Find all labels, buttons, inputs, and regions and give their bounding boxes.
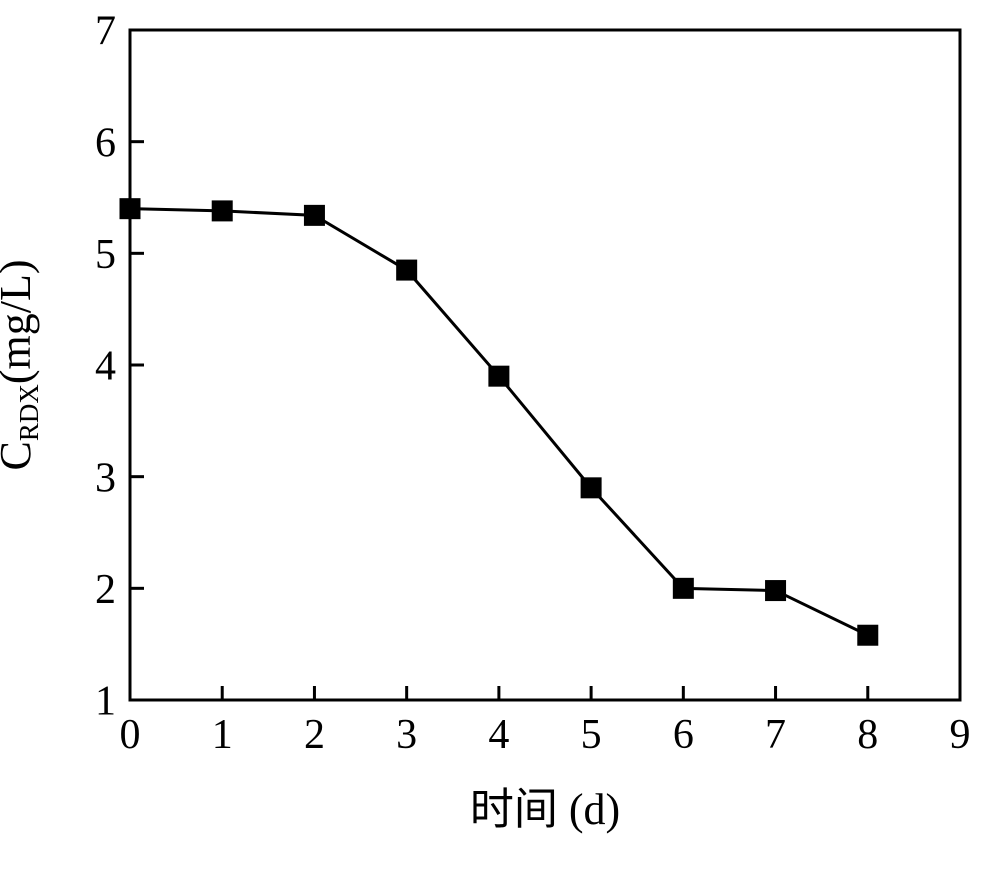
x-tick-label: 1: [212, 712, 233, 758]
rdx-degradation-chart: 01234567891234567时间 (d)CRDX(mg/L): [0, 0, 1000, 869]
series-line: [130, 209, 868, 636]
data-marker: [766, 581, 786, 601]
y-axis-label: CRDX(mg/L): [0, 259, 44, 470]
x-tick-label: 3: [396, 712, 417, 758]
data-marker: [304, 205, 324, 225]
data-marker: [120, 199, 140, 219]
x-tick-label: 0: [120, 712, 141, 758]
y-tick-label: 6: [95, 120, 116, 166]
x-axis-label: 时间 (d): [470, 785, 620, 834]
x-tick-label: 2: [304, 712, 325, 758]
data-marker: [673, 578, 693, 598]
y-tick-label: 7: [95, 9, 116, 55]
data-marker: [858, 625, 878, 645]
y-tick-label: 1: [95, 679, 116, 725]
plot-frame: [130, 30, 960, 700]
y-tick-label: 4: [95, 344, 116, 390]
x-tick-label: 8: [857, 712, 878, 758]
data-marker: [212, 201, 232, 221]
data-marker: [397, 260, 417, 280]
y-tick-label: 2: [95, 567, 116, 613]
y-tick-label: 3: [95, 455, 116, 501]
x-tick-label: 4: [488, 712, 509, 758]
x-tick-label: 6: [673, 712, 694, 758]
data-marker: [489, 366, 509, 386]
y-tick-label: 5: [95, 232, 116, 278]
x-tick-label: 5: [581, 712, 602, 758]
x-tick-label: 7: [765, 712, 786, 758]
data-marker: [581, 478, 601, 498]
x-tick-label: 9: [950, 712, 971, 758]
